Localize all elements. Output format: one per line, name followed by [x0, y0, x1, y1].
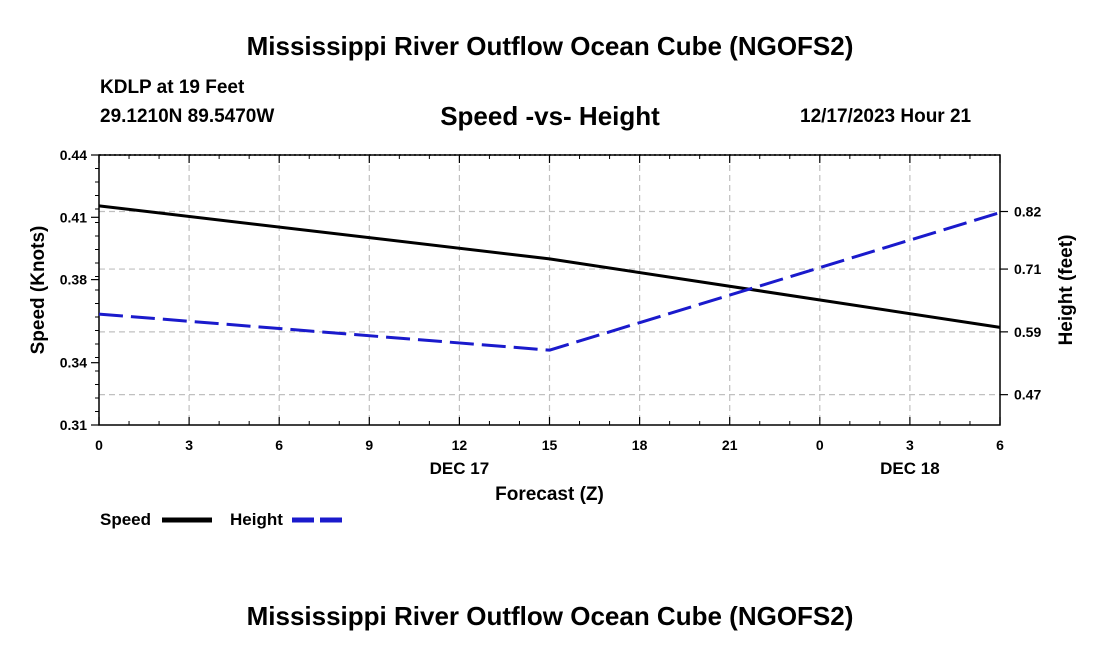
y-axis-title: Speed (Knots) — [28, 226, 49, 355]
x-axis-title: Forecast (Z) — [495, 484, 604, 505]
y2-tick-label: 0.59 — [1014, 324, 1041, 340]
x-date-label: DEC 18 — [880, 459, 940, 478]
x-tick-label: 12 — [452, 437, 468, 453]
x-tick-label: 0 — [95, 437, 103, 453]
x-date-label: DEC 17 — [430, 459, 490, 478]
y-tick-label: 0.34 — [60, 355, 87, 371]
chart-subtitle: Speed -vs- Height — [440, 101, 660, 131]
legend: Speed Height — [100, 510, 342, 529]
speed-series-line — [98, 204, 1001, 329]
x-tick-label: 9 — [365, 437, 373, 453]
x-tick-label: 6 — [275, 437, 283, 453]
x-tick-label: 0 — [816, 437, 824, 453]
y2-tick-label: 0.71 — [1014, 261, 1041, 277]
x-tick-label: 21 — [722, 437, 738, 453]
y-tick-label: 0.44 — [60, 147, 87, 163]
x-tick-label: 6 — [996, 437, 1004, 453]
footer-title: Mississippi River Outflow Ocean Cube (NG… — [246, 601, 854, 631]
station-coordinates: 29.1210N 89.5470W — [100, 106, 275, 127]
height-series-line — [98, 211, 1001, 352]
label-layer: 0 3 6 9 12 15 18 21 0 3 6 0.47 0.59 0.71 0.82 0.31 0.34 0… — [28, 147, 1077, 505]
grid-layer — [99, 155, 1000, 425]
tick-layer — [91, 154, 1008, 426]
y2-tick-label: 0.47 — [1014, 387, 1041, 403]
y-tick-label: 0.41 — [60, 209, 87, 225]
x-tick-label: 18 — [632, 437, 648, 453]
main-title: Mississippi River Outflow Ocean Cube (NG… — [246, 31, 854, 61]
legend-speed-label: Speed — [100, 510, 151, 529]
station-name: KDLP at 19 Feet — [100, 77, 245, 98]
y2-tick-label: 0.82 — [1014, 204, 1041, 220]
legend-height-label: Height — [230, 510, 283, 529]
forecast-timestamp: 12/17/2023 Hour 21 — [800, 106, 972, 127]
y-tick-label: 0.31 — [60, 417, 87, 433]
x-tick-label: 3 — [185, 437, 193, 453]
y2-axis-title: Height (feet) — [1056, 235, 1077, 346]
y-tick-label: 0.38 — [60, 272, 87, 288]
series-layer — [98, 204, 1001, 352]
x-tick-label: 3 — [906, 437, 914, 453]
x-tick-label: 15 — [542, 437, 558, 453]
